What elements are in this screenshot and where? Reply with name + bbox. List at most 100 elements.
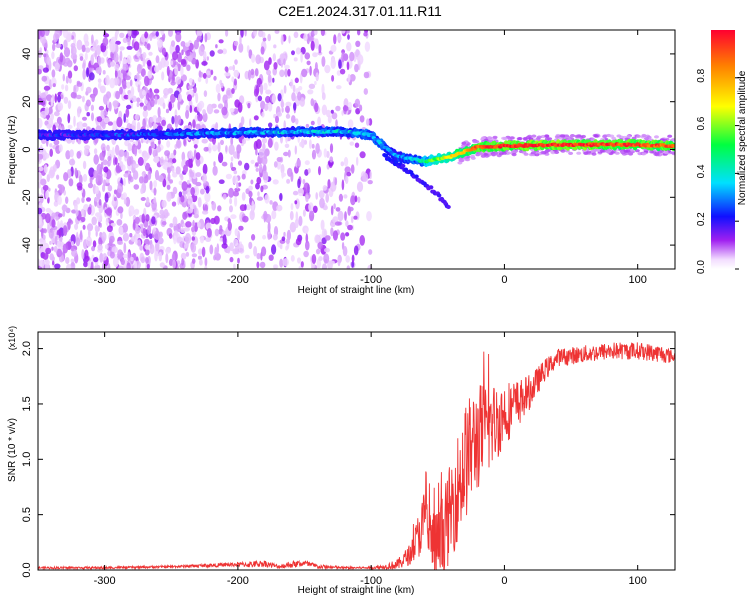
noise-speck xyxy=(276,204,283,212)
noise-speck xyxy=(130,86,135,97)
noise-speck xyxy=(46,56,51,66)
colorbar-label: Normalized spectral amplitude xyxy=(737,70,748,205)
noise-speck xyxy=(185,159,192,167)
noise-speck xyxy=(353,215,358,220)
colorbar-tick-label: 0.0 xyxy=(696,260,707,274)
noise-speck xyxy=(172,172,178,178)
noise-speck xyxy=(116,219,123,226)
noise-speck xyxy=(198,70,202,78)
noise-speck xyxy=(357,54,364,65)
noise-speck xyxy=(67,70,73,79)
noise-speck xyxy=(117,182,124,194)
noise-speck xyxy=(349,74,356,82)
ridge-halo xyxy=(516,137,522,141)
noise-speck xyxy=(344,211,347,221)
noise-speck xyxy=(52,164,57,172)
colorbar-tick-label: 0.6 xyxy=(696,116,707,130)
noise-speck xyxy=(321,83,325,95)
noise-speck xyxy=(162,178,167,188)
noise-speck xyxy=(142,52,147,59)
noise-speck xyxy=(158,251,163,262)
noise-speck xyxy=(256,176,262,185)
noise-speck xyxy=(199,235,205,244)
ridge-halo xyxy=(627,152,633,156)
noise-speck xyxy=(291,115,296,124)
noise-speck xyxy=(109,42,116,53)
noise-speck xyxy=(86,236,92,247)
noise-speck xyxy=(261,156,268,166)
noise-speck xyxy=(94,264,101,269)
y-tick-label: 40 xyxy=(21,48,33,60)
noise-speck xyxy=(100,109,105,119)
noise-speck xyxy=(224,72,231,77)
noise-speck xyxy=(197,197,202,208)
noise-speck xyxy=(310,120,315,126)
ridge-halo xyxy=(540,150,546,155)
noise-speck xyxy=(225,145,228,153)
noise-speck xyxy=(162,102,166,109)
noise-speck xyxy=(109,235,115,243)
noise-speck xyxy=(238,43,244,53)
noise-speck xyxy=(345,232,350,237)
noise-speck xyxy=(202,163,208,175)
noise-speck xyxy=(63,96,69,104)
noise-speck xyxy=(122,192,127,199)
noise-speck xyxy=(231,88,235,94)
noise-speck xyxy=(136,63,142,74)
x-tick-label: -200 xyxy=(227,575,249,587)
ridge-halo xyxy=(511,153,517,157)
noise-speck xyxy=(283,151,289,157)
noise-speck xyxy=(341,51,345,63)
noise-speck xyxy=(347,119,354,129)
noise-speck xyxy=(149,116,154,123)
noise-speck xyxy=(42,67,50,73)
noise-speck xyxy=(84,47,91,53)
noise-speck xyxy=(155,117,160,124)
noise-speck xyxy=(82,224,86,230)
noise-speck xyxy=(183,227,190,232)
noise-speck xyxy=(67,100,72,110)
noise-speck xyxy=(267,102,273,112)
noise-speck xyxy=(153,155,160,164)
noise-speck xyxy=(209,244,214,255)
noise-speck xyxy=(237,257,240,264)
noise-speck xyxy=(297,91,302,101)
noise-speck xyxy=(188,150,193,160)
noise-speck xyxy=(186,64,191,72)
noise-speck xyxy=(222,193,227,200)
noise-speck xyxy=(255,182,260,190)
snr-line-layer xyxy=(38,342,675,570)
noise-speck xyxy=(127,36,131,47)
noise-speck xyxy=(222,234,227,246)
noise-speck xyxy=(80,208,85,216)
noise-speck xyxy=(334,221,342,226)
noise-speck xyxy=(48,169,55,179)
noise-speck xyxy=(166,140,171,148)
noise-speck xyxy=(97,78,102,83)
ridge-halo xyxy=(527,134,533,138)
noise-speck xyxy=(169,179,174,184)
noise-speck xyxy=(70,91,77,99)
noise-speck xyxy=(218,179,225,184)
noise-speck xyxy=(231,166,237,172)
noise-speck xyxy=(303,250,309,258)
noise-speck xyxy=(119,50,123,62)
noise-speck xyxy=(255,148,258,156)
noise-speck xyxy=(317,116,321,126)
noise-speck xyxy=(318,166,321,176)
noise-speck xyxy=(137,156,144,166)
noise-speck xyxy=(124,75,131,81)
noise-speck xyxy=(137,239,142,247)
noise-speck xyxy=(180,58,187,65)
noise-speck xyxy=(126,156,132,167)
ridge-halo xyxy=(663,150,669,154)
noise-speck xyxy=(75,209,79,217)
spectrogram-x-axis: -300 -200 -100 0 100 xyxy=(94,30,647,286)
noise-speck xyxy=(318,44,322,54)
noise-speck xyxy=(304,160,310,166)
noise-speck xyxy=(263,60,270,71)
noise-speck xyxy=(126,262,131,269)
noise-speck xyxy=(217,92,221,102)
ridge-halo xyxy=(534,153,540,157)
noise-speck xyxy=(172,51,178,61)
